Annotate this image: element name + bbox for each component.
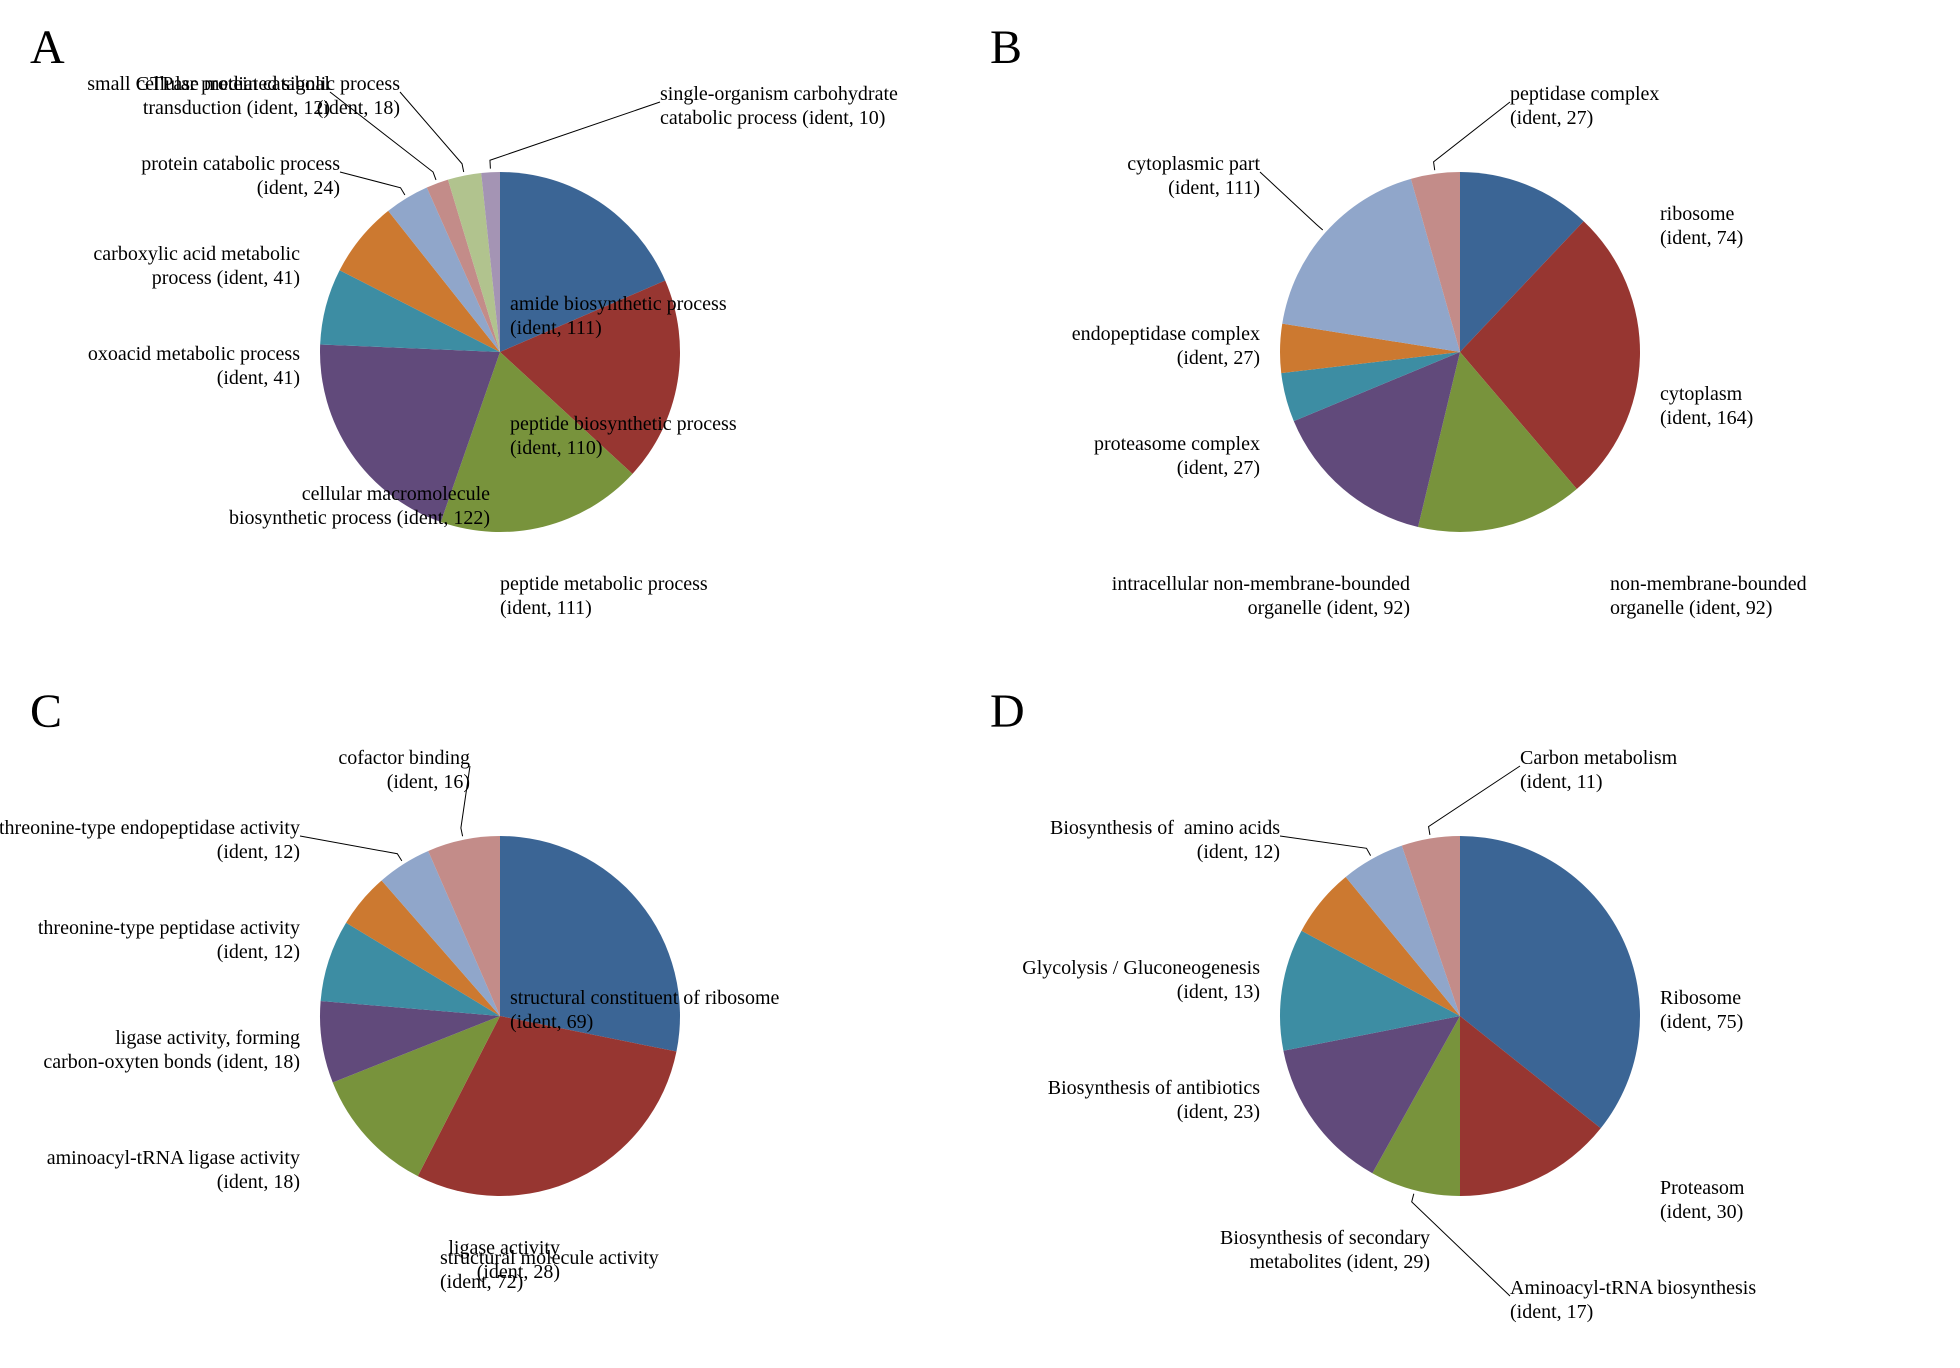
slice-label: structural constituent of ribosome (iden… [510,986,779,1034]
slice-label: Carbon metabolism (ident, 11) [1520,746,1677,794]
panel-b: B ribosome (ident, 74) cytoplasm (ident, … [980,20,1940,684]
slice-label: cytoplasmic part (ident, 111) [1127,152,1260,200]
slice-label: Biosynthesis of antibiotics (ident, 23) [1048,1076,1260,1124]
panel-letter-a: A [30,20,65,75]
slice-label: Glycolysis / Gluconeogenesis (ident, 13) [1022,956,1260,1004]
slice-label: cytoplasm (ident, 164) [1660,382,1753,430]
slice-label: Biosynthesis of secondary metabolites (i… [1220,1226,1430,1274]
slice-label: protein catabolic process (ident, 24) [141,152,340,200]
slice-label: Biosynthesis of amino acids (ident, 12) [1050,816,1280,864]
slice-label: ligase activity, forming carbon-oxyten b… [43,1026,300,1074]
panel-a: A amide biosynthetic process (ident, 111… [20,20,980,684]
slice-label: non-membrane-bounded organelle (ident, 9… [1610,572,1807,620]
slice-label: oxoacid metabolic process (ident, 41) [88,342,300,390]
slice-label: intracellular non-membrane-bounded organ… [1112,572,1410,620]
slice-label: threonine-type peptidase activity (ident… [38,916,300,964]
slice-label: proteasome complex (ident, 27) [1094,432,1260,480]
slice-label: threonine-type endopeptidase activity (i… [0,816,300,864]
slice-label: cellular protein catabolic process (iden… [136,72,400,120]
slice-label: peptide metabolic process (ident, 111) [500,572,708,620]
panel-d: D Ribosome (ident, 75) Proteasom (ident, … [980,684,1940,1348]
slice-label: aminoacyl-tRNA ligase activity (ident, 1… [47,1146,300,1194]
chart-grid: A amide biosynthetic process (ident, 111… [20,20,1940,1348]
slice-label: single-organism carbohydrate catabolic p… [660,82,898,130]
slice-label: ribosome (ident, 74) [1660,202,1743,250]
slice-label: carboxylic acid metabolic process (ident… [93,242,300,290]
slice-label: Ribosome (ident, 75) [1660,986,1743,1034]
panel-letter-b: B [990,20,1022,75]
slice-label: ligase activity (ident, 28) [448,1236,560,1284]
panel-c: C structural constituent of ribosome (id… [20,684,980,1348]
slice-label: cofactor binding (ident, 16) [338,746,470,794]
slice-label: Proteasom (ident, 30) [1660,1176,1744,1224]
slice-label: amide biosynthetic process (ident, 111) [510,292,727,340]
panel-letter-c: C [30,684,62,739]
slice-label: cellular macromolecule biosynthetic proc… [229,482,490,530]
panel-letter-d: D [990,684,1025,739]
slice-label: endopeptidase complex (ident, 27) [1072,322,1260,370]
slice-label: peptide biosynthetic process (ident, 110… [510,412,737,460]
slice-label: peptidase complex (ident, 27) [1510,82,1659,130]
slice-label: Aminoacyl-tRNA biosynthesis (ident, 17) [1510,1276,1756,1324]
